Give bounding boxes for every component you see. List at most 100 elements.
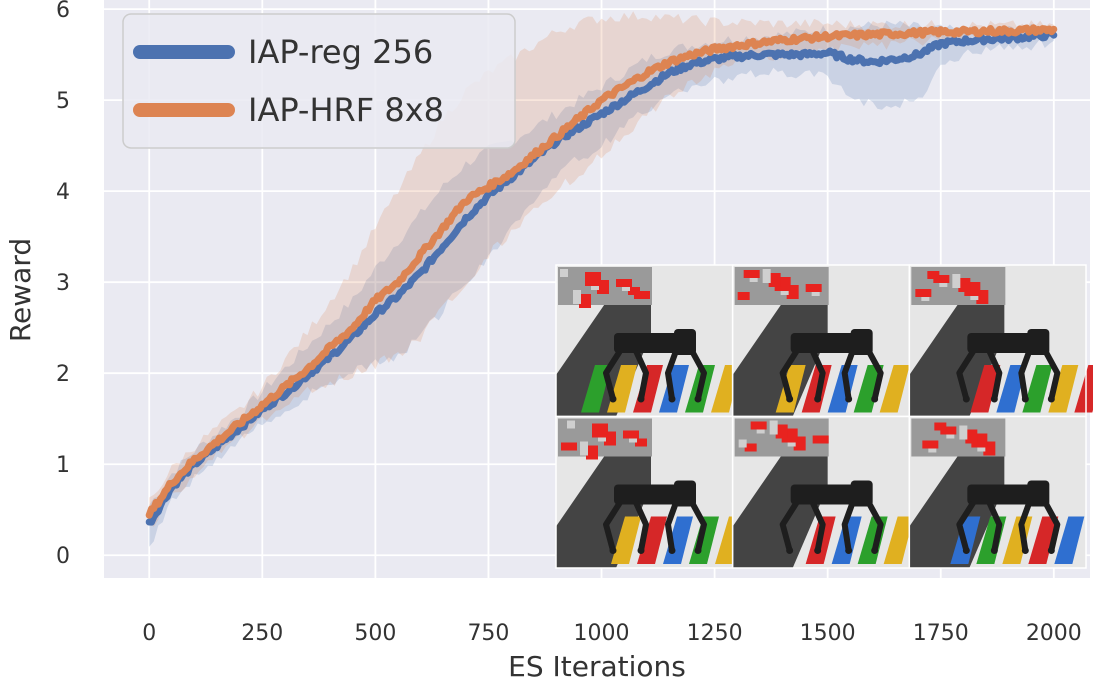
robot-foot — [871, 547, 879, 554]
robot-foot — [637, 547, 645, 554]
x-tick-label: 1250 — [687, 621, 743, 646]
series-lines — [145, 24, 1058, 526]
robot-hip — [674, 329, 696, 355]
x-tick-labels: 0 250 500 750 1000 1250 1500 1750 2000 — [142, 621, 1082, 646]
stair-block — [1048, 365, 1079, 413]
robot-leg — [841, 501, 856, 551]
stair-block — [581, 365, 611, 413]
robot-inset-image — [555, 264, 1093, 569]
thumbnail-patch — [750, 421, 767, 430]
robot-body — [790, 333, 869, 353]
series-line-0 — [145, 29, 1058, 526]
frame-border — [908, 415, 1087, 569]
stair-block — [970, 365, 1001, 413]
stair-block — [879, 365, 910, 413]
stair-block — [853, 365, 884, 413]
robot-foot — [871, 395, 879, 403]
thumbnail-patch — [959, 425, 968, 440]
robot-leg — [665, 349, 679, 400]
robot-foot — [694, 547, 702, 554]
robot-foot — [962, 395, 970, 403]
x-axis-label: ES Iterations — [508, 650, 686, 683]
thumbnail-patch — [922, 440, 939, 449]
robot-leg — [665, 501, 679, 551]
inset-frame — [731, 264, 911, 418]
thumbnail-patch — [958, 278, 971, 292]
thumbnail-patch — [940, 426, 957, 435]
robot-hip — [1027, 480, 1050, 507]
y-tick-label: 0 — [56, 544, 70, 569]
robot-foot — [845, 395, 853, 403]
robot-foot — [990, 395, 998, 403]
thumbnail-patch — [592, 423, 608, 438]
stair-block — [775, 365, 806, 413]
confidence-band-0 — [149, 20, 1054, 547]
x-tick-label: 2000 — [1026, 621, 1082, 646]
robot-foot — [1047, 395, 1055, 403]
x-tick-label: 1500 — [800, 621, 856, 646]
robot-foot — [609, 395, 617, 403]
stair-block — [1022, 365, 1053, 413]
inset-frame — [555, 264, 741, 418]
robot-foot — [1047, 547, 1055, 554]
robot-leg — [841, 349, 856, 400]
inset-frame — [731, 415, 914, 569]
robot-foot — [845, 547, 853, 554]
robot-leg — [603, 500, 623, 552]
robot-leg — [866, 501, 884, 552]
robot-foot — [814, 547, 822, 554]
robot-foot — [990, 547, 998, 554]
thumbnail-patch — [738, 439, 747, 448]
y-axis-label: Reward — [4, 238, 37, 342]
robot-leg — [1042, 349, 1061, 400]
legend-label-iap-hrf: IAP-HRF 8x8 — [248, 91, 444, 129]
thumbnail-patch — [585, 272, 601, 286]
thumbnail-patch — [635, 438, 647, 447]
robot-hip — [674, 480, 696, 507]
robot-foot — [668, 395, 676, 403]
inset-frame — [908, 415, 1087, 569]
x-tick-label: 1000 — [574, 621, 630, 646]
thumbnail-patch — [965, 429, 978, 444]
inset-frame — [908, 264, 1093, 418]
stair-block — [1054, 516, 1085, 564]
y-tick-label: 1 — [56, 453, 70, 478]
thumbnail-patch — [762, 269, 771, 283]
x-tick-label: 500 — [354, 621, 396, 646]
robot-leg — [603, 349, 623, 400]
robot-leg — [986, 501, 1003, 552]
y-tick-labels: 0 1 2 3 4 5 6 — [56, 0, 70, 569]
thumbnail-patch — [934, 422, 947, 431]
robot-body — [790, 484, 869, 505]
ramp — [732, 295, 828, 417]
thumbnail-patch — [737, 292, 750, 300]
ramp — [909, 446, 1005, 568]
robot-foot — [1021, 395, 1029, 403]
robot-foot — [637, 395, 645, 403]
robot-leg — [779, 349, 800, 400]
robot-hip — [850, 329, 873, 355]
robot-leg — [1018, 501, 1033, 551]
thumbnail-patch — [634, 291, 650, 299]
legend-label-iap-reg: IAP-reg 256 — [248, 33, 433, 71]
series-line-1 — [145, 24, 1058, 519]
robot-leg — [633, 349, 649, 400]
y-tick-label: 6 — [56, 0, 70, 23]
robot-leg — [809, 501, 826, 552]
ramp — [732, 446, 828, 568]
x-tick-label: 750 — [467, 621, 509, 646]
stair-block — [659, 365, 689, 413]
thumbnail-patch — [628, 287, 640, 295]
thumbnail-patch — [560, 269, 568, 277]
thumbnail-patch — [933, 275, 950, 283]
robot-leg — [809, 349, 826, 400]
thumbnail-patch — [623, 430, 639, 439]
y-tick-label: 2 — [56, 362, 70, 387]
thumbnail-patch — [567, 420, 575, 429]
robot-body — [967, 333, 1046, 353]
robot-foot — [1021, 547, 1029, 554]
stair-block — [1074, 365, 1093, 413]
robot-body — [967, 484, 1046, 505]
robot-body — [614, 484, 692, 505]
